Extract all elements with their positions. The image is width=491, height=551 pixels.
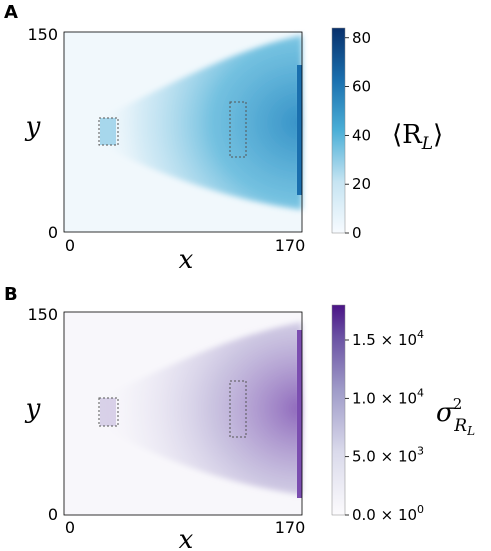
plume-b (100, 322, 302, 495)
x-tick-right-b: 170 (275, 518, 306, 537)
source-box-a (98, 117, 119, 146)
y-tick-bottom-a: 0 (48, 223, 58, 242)
colorbar-tick-label: 5.0 × 103 (352, 445, 424, 466)
plume-a (100, 35, 302, 210)
x-axis-label-b: x (179, 525, 194, 551)
panel-b-label: B (4, 284, 18, 305)
heatmap-a (64, 32, 302, 232)
y-tick-top-a: 150 (27, 25, 58, 44)
colorbar-b: 0.0 × 100 5.0 × 103 1.0 × 104 1.5 × 104 (331, 304, 424, 524)
plot-frame-b (63, 311, 303, 516)
colorbar-tick-label: 0 (352, 224, 362, 242)
measure-box-a (229, 101, 247, 158)
colorbar-tick-label: 40 (352, 126, 371, 144)
source-box-b (98, 397, 119, 427)
x-tick-left-a: 0 (65, 236, 75, 255)
plot-frame-a (63, 31, 303, 233)
colorbar-label-b: σ2 RL (436, 395, 475, 438)
x-tick-left-b: 0 (65, 518, 75, 537)
y-axis-label-a: y (25, 112, 41, 142)
colorbar-tick-label: 80 (352, 29, 371, 47)
panel-a-label: A (4, 2, 18, 23)
colorbar-tick-label: 1.0 × 104 (352, 386, 424, 407)
panel-a: A 150 0 0 170 y x 0 20 40 60 80 ⟨RL⟩ (4, 2, 443, 275)
colorbar-tick-label: 0.0 × 100 (352, 503, 424, 524)
x-axis-label-a: x (179, 245, 194, 275)
colorbar-tick-label: 20 (352, 175, 371, 193)
colorbar-label-a: ⟨RL⟩ (392, 120, 443, 154)
x-tick-right-a: 170 (275, 236, 306, 255)
y-tick-bottom-b: 0 (48, 505, 58, 524)
measure-box-b (229, 380, 247, 438)
y-tick-top-b: 150 (27, 305, 58, 324)
heatmap-b (64, 312, 302, 515)
y-axis-label-b: y (25, 394, 41, 424)
colorbar-tick-label: 60 (352, 78, 371, 96)
colorbar-a: 0 20 40 60 80 (331, 27, 371, 242)
colorbar-tick-label: 1.5 × 104 (352, 328, 424, 349)
panel-b: B 150 0 0 170 y x 0.0 × 100 5.0 × 103 1.0 … (4, 284, 475, 551)
